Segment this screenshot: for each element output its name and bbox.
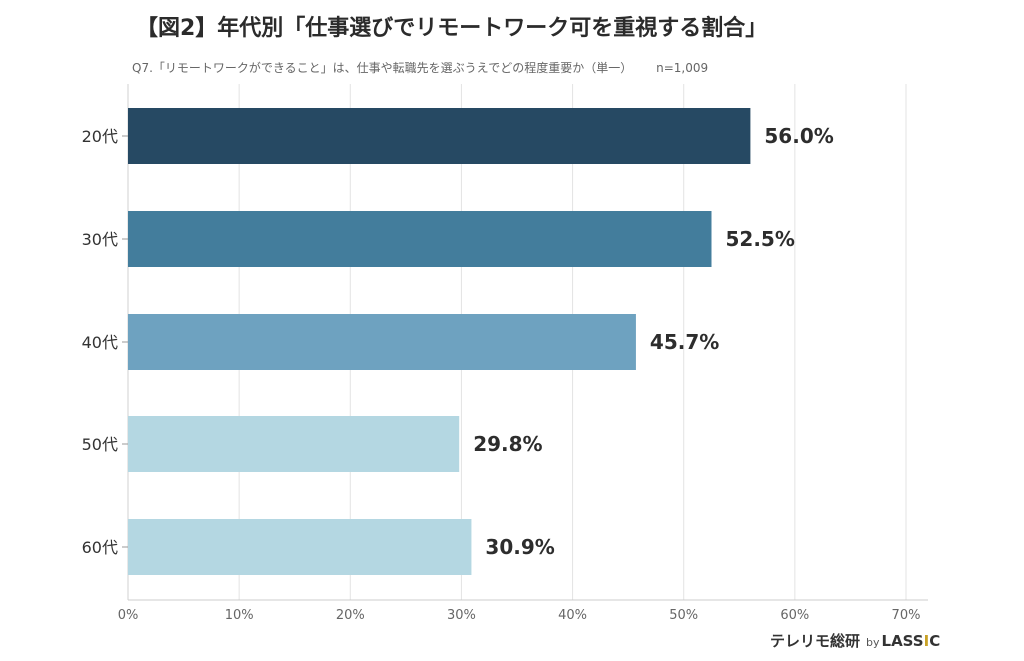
brand-footer: テレリモ総研 by LASSIC (770, 630, 940, 651)
x-tick-label: 10% (225, 608, 254, 623)
x-tick-label: 0% (118, 608, 139, 623)
category-label: 20代 (82, 127, 118, 146)
bar (128, 416, 460, 472)
bars (128, 108, 751, 575)
x-tick-label: 30% (447, 608, 476, 623)
chart-subtitle: Q7.「リモートワークができること」は、仕事や転職先を選ぶうえでどの程度重要か（… (132, 59, 708, 76)
bar (128, 519, 472, 575)
bar (128, 211, 712, 267)
x-tick-label: 60% (780, 608, 809, 623)
chart-title: 【図2】年代別「仕事選びでリモートワーク可を重視する割合」 (136, 16, 768, 41)
category-labels: 20代 30代 40代 50代 60代 (82, 127, 128, 557)
bar (128, 314, 636, 370)
x-tick-label: 50% (669, 608, 698, 623)
data-label: 45.7% (650, 330, 719, 354)
category-label: 50代 (82, 435, 118, 454)
company-suffix: C (929, 632, 941, 650)
x-tick-label: 20% (336, 608, 365, 623)
bar (128, 108, 751, 164)
x-tick-labels: 0% 10% 20% 30% 40% 50% 60% 70% (118, 608, 921, 623)
x-tick-label: 70% (892, 608, 921, 623)
brand-name: テレリモ総研 (770, 632, 861, 650)
sample-size: n=1,009 (656, 61, 709, 75)
value-labels: 56.0% 52.5% 45.7% 29.8% 30.9% (473, 124, 834, 559)
data-label: 56.0% (764, 124, 833, 148)
company-i: I (923, 632, 930, 650)
company-prefix: LASS (881, 632, 924, 650)
x-tick-label: 40% (558, 608, 587, 623)
question-text: Q7.「リモートワークができること」は、仕事や転職先を選ぶうえでどの程度重要か（… (132, 61, 633, 75)
category-label: 60代 (82, 538, 118, 557)
data-label: 52.5% (726, 227, 795, 251)
brand-by: by (866, 636, 880, 649)
data-label: 29.8% (473, 432, 542, 456)
category-label: 40代 (82, 333, 118, 352)
data-label: 30.9% (485, 535, 554, 559)
category-label: 30代 (82, 230, 118, 249)
